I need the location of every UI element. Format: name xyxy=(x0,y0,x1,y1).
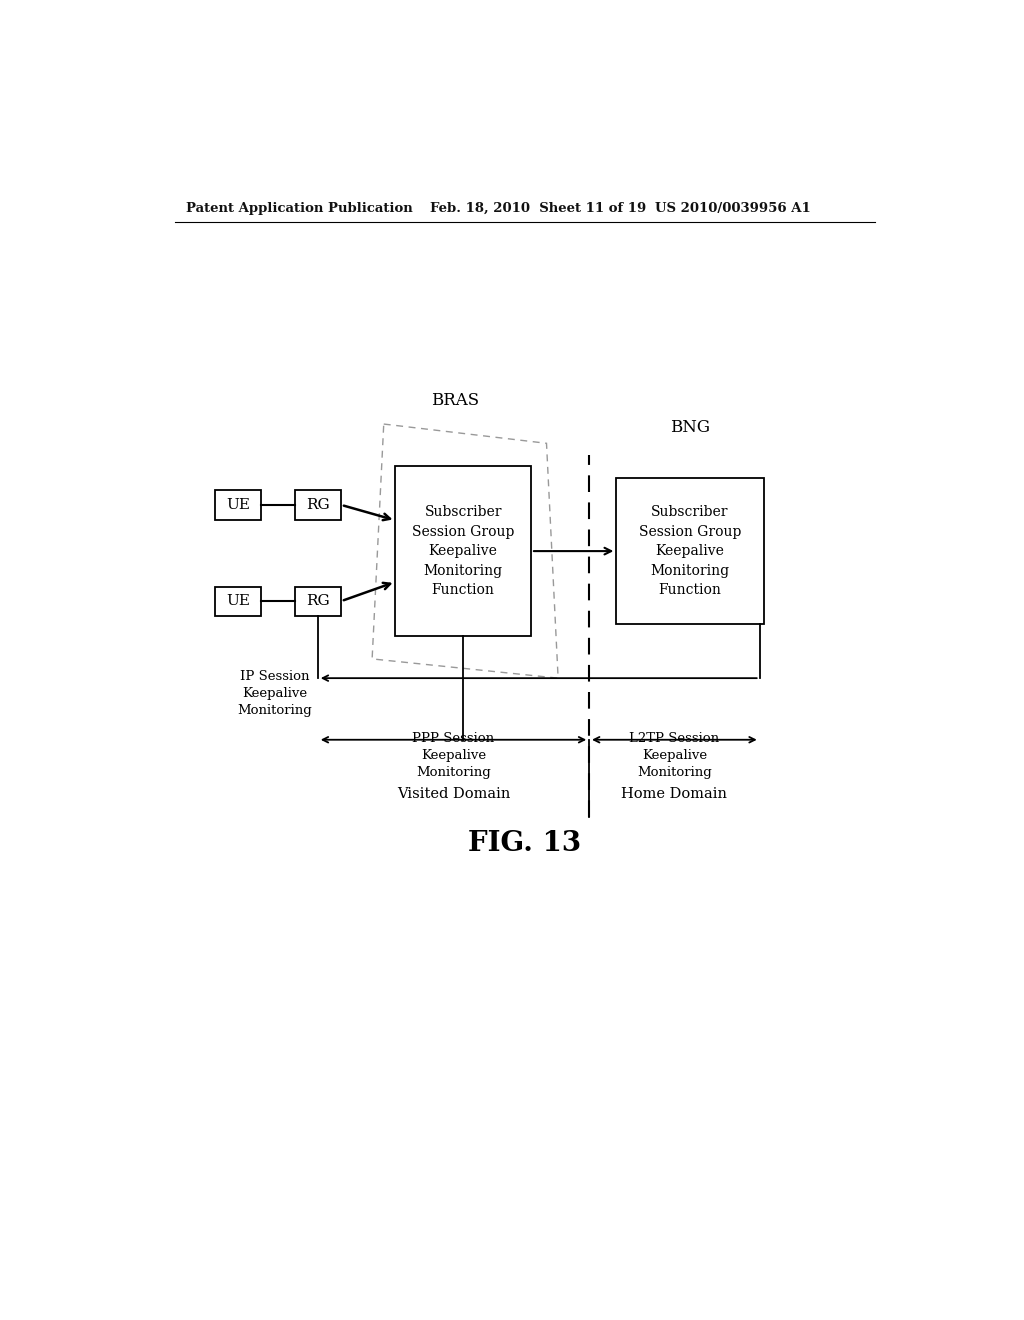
Text: Home Domain: Home Domain xyxy=(622,787,727,801)
Bar xyxy=(215,490,261,520)
Bar xyxy=(616,478,764,624)
Text: Subscriber
Session Group
Keepalive
Monitoring
Function: Subscriber Session Group Keepalive Monit… xyxy=(412,506,514,597)
Text: Feb. 18, 2010  Sheet 11 of 19: Feb. 18, 2010 Sheet 11 of 19 xyxy=(430,202,646,215)
Text: Patent Application Publication: Patent Application Publication xyxy=(186,202,413,215)
Bar xyxy=(215,586,261,615)
Text: L2TP Session
Keepalive
Monitoring: L2TP Session Keepalive Monitoring xyxy=(630,733,720,779)
Text: Visited Domain: Visited Domain xyxy=(397,787,510,801)
Text: PPP Session
Keepalive
Monitoring: PPP Session Keepalive Monitoring xyxy=(413,733,495,779)
Bar xyxy=(395,466,531,636)
Bar xyxy=(295,490,341,520)
Text: UE: UE xyxy=(226,594,250,609)
Text: Subscriber
Session Group
Keepalive
Monitoring
Function: Subscriber Session Group Keepalive Monit… xyxy=(639,506,741,597)
Text: IP Session
Keepalive
Monitoring: IP Session Keepalive Monitoring xyxy=(237,671,311,718)
Text: US 2010/0039956 A1: US 2010/0039956 A1 xyxy=(655,202,811,215)
Bar xyxy=(295,586,341,615)
Text: RG: RG xyxy=(306,498,330,512)
Text: RG: RG xyxy=(306,594,330,609)
Text: BRAS: BRAS xyxy=(431,392,479,409)
Text: FIG. 13: FIG. 13 xyxy=(468,830,582,857)
Text: BNG: BNG xyxy=(670,418,710,436)
Text: UE: UE xyxy=(226,498,250,512)
